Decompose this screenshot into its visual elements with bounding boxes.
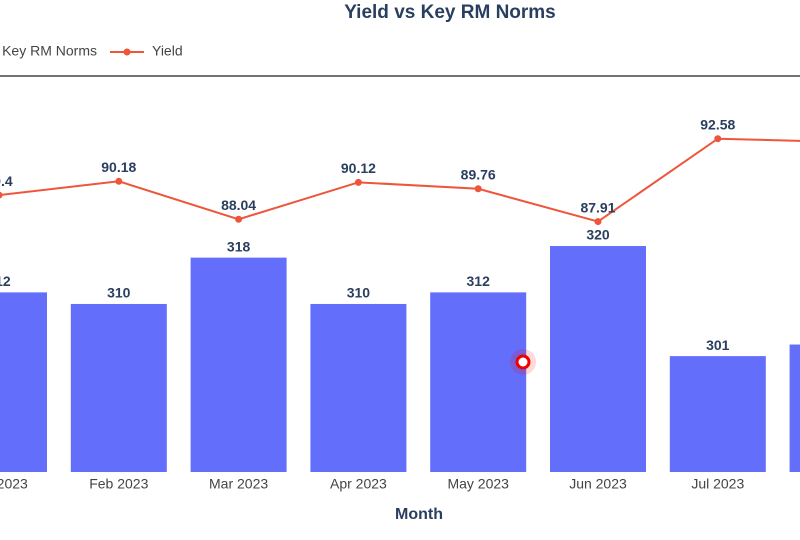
point bbox=[235, 215, 243, 223]
x-tick-label: Jun 2023 bbox=[569, 476, 627, 492]
chart-title: Yield vs Key RM Norms bbox=[344, 2, 556, 23]
x-tick-label: May 2023 bbox=[447, 476, 509, 492]
bar bbox=[789, 344, 800, 472]
x-tick-label: Jan 2023 bbox=[0, 476, 28, 492]
data-label: 310 bbox=[107, 285, 131, 301]
point bbox=[354, 178, 362, 186]
bar bbox=[669, 356, 766, 472]
data-label: 87.91 bbox=[580, 199, 615, 215]
bar bbox=[310, 303, 407, 472]
x-tick-label: Jul 2023 bbox=[691, 476, 744, 492]
line bbox=[0, 137, 800, 223]
point bbox=[474, 185, 482, 193]
bar bbox=[70, 303, 167, 472]
legend-label: Yield bbox=[152, 43, 183, 59]
legend-swatch bbox=[123, 48, 131, 56]
point bbox=[115, 177, 123, 185]
bar bbox=[190, 257, 287, 472]
x-tick-label: Feb 2023 bbox=[89, 476, 148, 492]
data-label: 89.4 bbox=[0, 173, 13, 189]
data-label: 312 bbox=[467, 273, 491, 289]
point bbox=[0, 191, 3, 199]
legend-label: Key RM Norms bbox=[2, 43, 97, 59]
data-label: 89.76 bbox=[461, 166, 496, 182]
bar bbox=[0, 292, 47, 472]
x-tick-label: Mar 2023 bbox=[209, 476, 268, 492]
data-label: 88.04 bbox=[221, 197, 256, 213]
data-label: 310 bbox=[347, 285, 371, 301]
bar bbox=[430, 292, 527, 472]
data-label: 312 bbox=[0, 273, 11, 289]
x-axis-title: Month bbox=[395, 506, 443, 523]
data-label: 92.58 bbox=[700, 116, 735, 132]
data-label: 318 bbox=[227, 238, 251, 254]
cursor bbox=[515, 354, 531, 370]
data-label: 90.18 bbox=[101, 159, 136, 175]
data-label: 301 bbox=[706, 337, 730, 353]
point bbox=[714, 135, 722, 143]
bar bbox=[550, 246, 646, 472]
point bbox=[594, 218, 602, 226]
x-tick-label: Apr 2023 bbox=[330, 476, 387, 492]
data-label: 90.12 bbox=[341, 160, 376, 176]
data-label: 320 bbox=[586, 227, 610, 243]
